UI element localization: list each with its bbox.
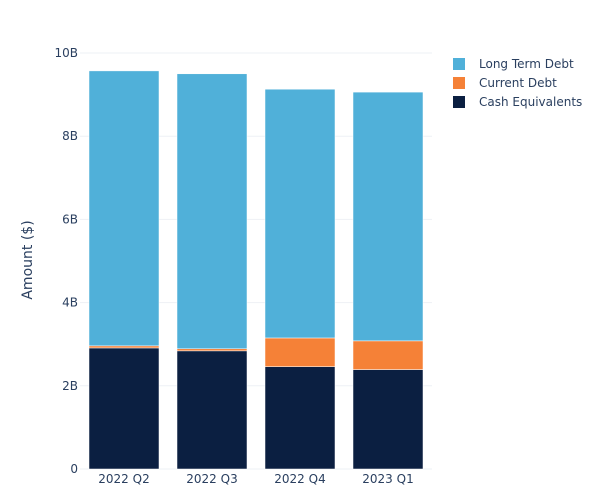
bar-long-term-debt [176,73,248,350]
y-tick-label: 2B [62,379,78,393]
x-tick-label: 2022 Q2 [98,472,149,486]
bar-long-term-debt [88,70,160,347]
x-tick-label: 2023 Q1 [362,472,413,486]
bar-current-debt [264,337,336,367]
bar-long-term-debt [352,91,424,342]
bar-current-debt [88,345,160,349]
bar-cash-equivalents [264,366,336,470]
legend-label[interactable]: Cash Equivalents [479,95,582,109]
bar-cash-equivalents [176,350,248,470]
x-tick-label: 2022 Q4 [274,472,325,486]
bar-cash-equivalents [352,369,424,470]
y-tick-label: 6B [62,212,78,226]
y-tick-label: 4B [62,296,78,310]
legend-label[interactable]: Long Term Debt [479,57,574,71]
legend-label[interactable]: Current Debt [479,76,557,90]
bar-long-term-debt [264,88,336,339]
y-tick-label: 8B [62,129,78,143]
legend-swatch [453,58,465,70]
legend-swatch [453,96,465,108]
x-tick-label: 2022 Q3 [186,472,237,486]
y-tick-label: 10B [54,46,78,60]
legend-swatch [453,77,465,89]
y-tick-label: 0 [70,462,78,476]
y-axis-label: Amount ($) [20,220,36,299]
bar-current-debt [352,340,424,370]
bar-cash-equivalents [88,347,160,470]
bar-current-debt [176,348,248,352]
